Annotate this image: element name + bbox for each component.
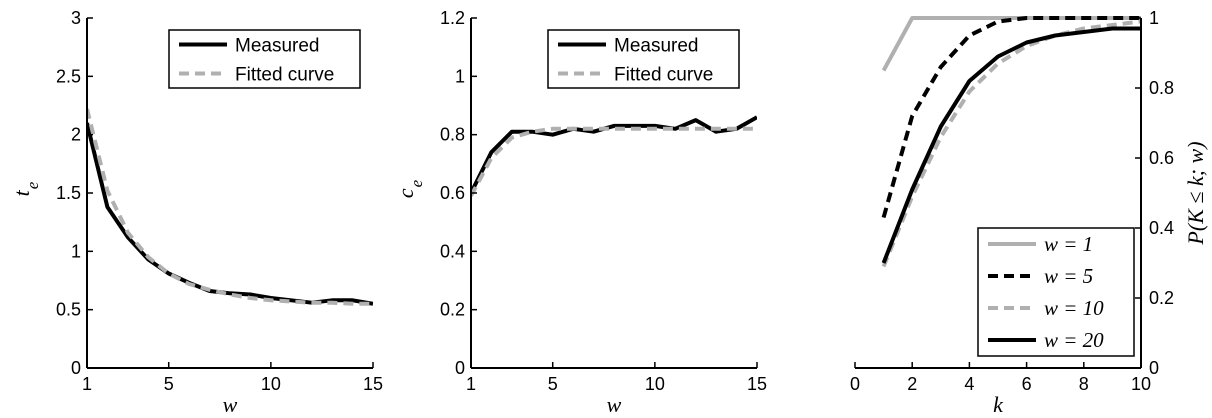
- legend-label: w = 1: [1044, 232, 1093, 256]
- x-tick-label: 2: [907, 374, 917, 394]
- x-axis-label: k: [993, 392, 1004, 417]
- legend-label: Measured: [235, 36, 320, 57]
- series-line-measured: [471, 115, 757, 194]
- y-axis-label-subscript: e: [23, 181, 42, 189]
- y-tick-label: 0: [1149, 358, 1159, 378]
- legend-label: w = 5: [1044, 264, 1093, 288]
- x-axis-label: w: [607, 392, 622, 417]
- y-tick-label: 0.2: [440, 300, 465, 320]
- legend: Measured Fitted curve: [547, 29, 740, 89]
- y-tick-label: 2.5: [56, 66, 81, 86]
- legend-label: Measured: [614, 36, 699, 57]
- y-tick-label: 1: [1149, 8, 1159, 28]
- y-axis-label-subscript: e: [407, 179, 426, 187]
- x-tick-label: 8: [1079, 374, 1089, 394]
- x-tick-label: 5: [164, 374, 174, 394]
- y-tick-label: 0.6: [1149, 148, 1174, 168]
- x-tick-label: 10: [261, 374, 281, 394]
- series-line-fitted-curve: [87, 108, 373, 306]
- y-axis-label: ce: [393, 179, 426, 198]
- series-line-w-20: [881, 26, 1141, 264]
- y-tick-label: 0.4: [1149, 218, 1174, 238]
- legend: w = 1 w = 5 w = 10 w = 20: [977, 227, 1135, 357]
- series-line-w-5: [881, 16, 1141, 219]
- x-tick-label: 4: [964, 374, 974, 394]
- legend-label: w = 10: [1044, 296, 1104, 320]
- x-tick-label: 1: [466, 374, 476, 394]
- y-tick-label: 1.2: [440, 8, 465, 28]
- x-tick-label: 10: [645, 374, 665, 394]
- x-tick-label: 5: [548, 374, 558, 394]
- y-tick-label: 0: [71, 358, 81, 378]
- series-line-fitted-curve: [471, 126, 757, 197]
- series-line-w-10: [881, 19, 1141, 268]
- y-tick-label: 0.8: [440, 125, 465, 145]
- y-tick-label: 0.4: [440, 241, 465, 261]
- legend-box: [168, 29, 361, 89]
- y-axis-label: P(K ≤ k; w): [1183, 141, 1208, 245]
- x-tick-label: 0: [850, 374, 860, 394]
- legend-label: Fitted curve: [614, 65, 713, 86]
- x-tick-label: 1: [82, 374, 92, 394]
- series-line-measured: [87, 122, 373, 306]
- subplot-2: 1 5 10 1500.20.40.60.811.2wceMeasuredFitted…: [393, 8, 767, 417]
- legend: Measured Fitted curve: [168, 29, 361, 89]
- legend-label: Fitted curve: [235, 65, 334, 86]
- y-axis-label: te: [9, 181, 42, 196]
- y-tick-label: 0.5: [56, 300, 81, 320]
- y-tick-label: 2: [71, 125, 81, 145]
- y-tick-label: 0: [455, 358, 465, 378]
- y-tick-label: 3: [71, 8, 81, 28]
- x-tick-label: 6: [1022, 374, 1032, 394]
- legend-box: [547, 29, 740, 89]
- y-tick-label: 1: [455, 66, 465, 86]
- series-line-w-1: [881, 16, 1141, 72]
- y-tick-label: 0.8: [1149, 78, 1174, 98]
- legend-label: w = 20: [1044, 328, 1104, 352]
- legend-box: [977, 227, 1135, 357]
- y-tick-label: 0.2: [1149, 288, 1174, 308]
- x-axis-label: w: [223, 392, 238, 417]
- y-tick-label: 1: [71, 241, 81, 261]
- x-tick-label: 10: [1131, 374, 1151, 394]
- y-tick-label: 1.5: [56, 183, 81, 203]
- x-tick-label: 15: [747, 374, 767, 394]
- x-tick-label: 15: [363, 374, 383, 394]
- y-tick-label: 0.6: [440, 183, 465, 203]
